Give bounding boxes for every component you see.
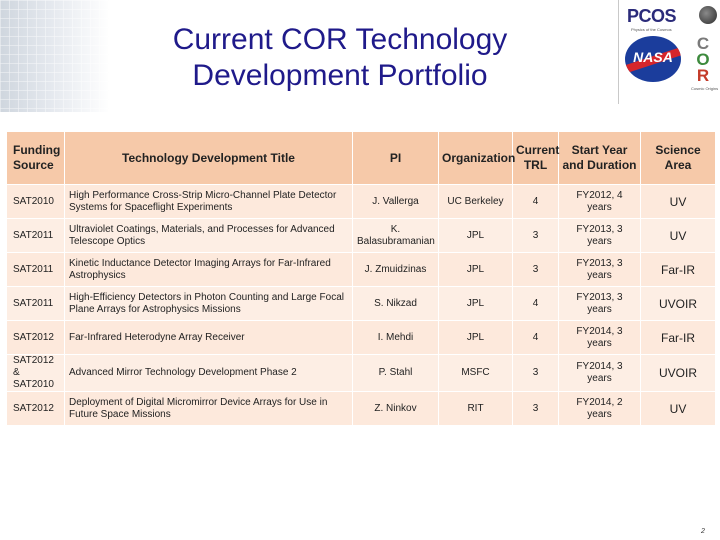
header-title: Technology Development Title — [64, 131, 353, 185]
cell-pi: J. Zmuidzinas — [352, 252, 439, 287]
slide-title: Current COR Technology Development Portf… — [100, 22, 580, 94]
table-row: SAT2010 High Performance Cross-Strip Mic… — [6, 184, 716, 219]
cell-science-area: UVOIR — [640, 354, 716, 392]
cell-funding-source: SAT2012 — [6, 320, 65, 355]
cell-start-duration: FY2014, 3 years — [558, 320, 641, 355]
cell-start-duration: FY2013, 3 years — [558, 218, 641, 253]
cell-pi: Z. Ninkov — [352, 391, 439, 426]
cell-title: High-Efficiency Detectors in Photon Coun… — [64, 286, 353, 321]
cor-letter-c: C — [696, 34, 710, 53]
cell-title: Deployment of Digital Micromirror Device… — [64, 391, 353, 426]
cell-trl: 3 — [512, 354, 559, 392]
cell-start-duration: FY2014, 2 years — [558, 391, 641, 426]
cell-organization: JPL — [438, 320, 513, 355]
cell-trl: 3 — [512, 218, 559, 253]
cell-start-duration: FY2012, 4 years — [558, 184, 641, 219]
cell-title: Advanced Mirror Technology Development P… — [64, 354, 353, 392]
title-line-2: Development Portfolio — [192, 59, 488, 92]
cell-title: High Performance Cross-Strip Micro-Chann… — [64, 184, 353, 219]
table-row: SAT2012 Deployment of Digital Micromirro… — [6, 391, 716, 426]
cell-start-duration: FY2013, 3 years — [558, 252, 641, 287]
cor-subtitle: Cosmic Origins — [691, 86, 719, 91]
cell-science-area: Far-IR — [640, 252, 716, 287]
pcos-badge-icon — [699, 6, 717, 24]
header-organization: Organization — [438, 131, 515, 185]
portfolio-table-container: Funding Source Technology Development Ti… — [6, 131, 716, 426]
cell-pi: S. Nikzad — [352, 286, 439, 321]
cor-letter-r: R — [696, 66, 710, 85]
cell-trl: 4 — [512, 286, 559, 321]
cell-start-duration: FY2014, 3 years — [558, 354, 641, 392]
cell-science-area: UV — [640, 184, 716, 219]
header-background-band — [0, 0, 110, 112]
cell-funding-source: SAT2011 — [6, 218, 65, 253]
header-pi: PI — [352, 131, 439, 185]
cell-organization: JPL — [438, 218, 513, 253]
cell-funding-source: SAT2012 — [6, 391, 65, 426]
cell-pi: K. Balasubramanian — [352, 218, 439, 253]
table-row: SAT2011 Kinetic Inductance Detector Imag… — [6, 252, 716, 287]
cell-organization: UC Berkeley — [438, 184, 513, 219]
cell-funding-source: SAT2011 — [6, 286, 65, 321]
header-start-duration: Start Year and Duration — [558, 131, 641, 185]
cell-science-area: UVOIR — [640, 286, 716, 321]
cell-organization: RIT — [438, 391, 513, 426]
table-row: SAT2011 Ultraviolet Coatings, Materials,… — [6, 218, 716, 253]
cell-trl: 4 — [512, 184, 559, 219]
cell-science-area: UV — [640, 391, 716, 426]
cell-trl: 3 — [512, 252, 559, 287]
pcos-subtitle: Physics of the Cosmos — [631, 27, 672, 32]
cell-organization: MSFC — [438, 354, 513, 392]
cell-funding-source: SAT2012 & SAT2010 — [6, 354, 65, 392]
cell-organization: JPL — [438, 286, 513, 321]
portfolio-table: Funding Source Technology Development Ti… — [6, 131, 716, 426]
pcos-logo: PCOS — [627, 6, 677, 26]
cell-science-area: Far-IR — [640, 320, 716, 355]
cell-funding-source: SAT2010 — [6, 184, 65, 219]
cell-science-area: UV — [640, 218, 716, 253]
title-line-1: Current COR Technology — [172, 23, 508, 56]
cell-title: Kinetic Inductance Detector Imaging Arra… — [64, 252, 353, 287]
cell-trl: 4 — [512, 320, 559, 355]
cor-letter-o: O — [696, 50, 710, 69]
cell-trl: 3 — [512, 391, 559, 426]
page-number: 2 — [701, 528, 705, 535]
cell-funding-source: SAT2011 — [6, 252, 65, 287]
table-row: SAT2012 Far-Infrared Heterodyne Array Re… — [6, 320, 716, 355]
header-trl: Current TRL — [512, 131, 559, 185]
table-row: SAT2011 High-Efficiency Detectors in Pho… — [6, 286, 716, 321]
header-funding-source: Funding Source — [6, 131, 65, 185]
header-grid-pattern — [0, 0, 110, 112]
cell-pi: J. Vallerga — [352, 184, 439, 219]
cell-title: Ultraviolet Coatings, Materials, and Pro… — [64, 218, 353, 253]
table-header-row: Funding Source Technology Development Ti… — [6, 131, 716, 185]
nasa-wordmark: NASA — [633, 49, 673, 65]
table-row: SAT2012 & SAT2010 Advanced Mirror Techno… — [6, 354, 716, 392]
nasa-logo: NASA — [625, 36, 681, 82]
cell-organization: JPL — [438, 252, 513, 287]
header-science-area: Science Area — [640, 131, 716, 185]
cell-start-duration: FY2013, 3 years — [558, 286, 641, 321]
cor-logo: C O R — [691, 34, 715, 85]
cell-title: Far-Infrared Heterodyne Array Receiver — [64, 320, 353, 355]
cell-pi: I. Mehdi — [352, 320, 439, 355]
logo-panel: PCOS Physics of the Cosmos NASA C O R Co… — [618, 0, 720, 104]
cell-pi: P. Stahl — [352, 354, 439, 392]
